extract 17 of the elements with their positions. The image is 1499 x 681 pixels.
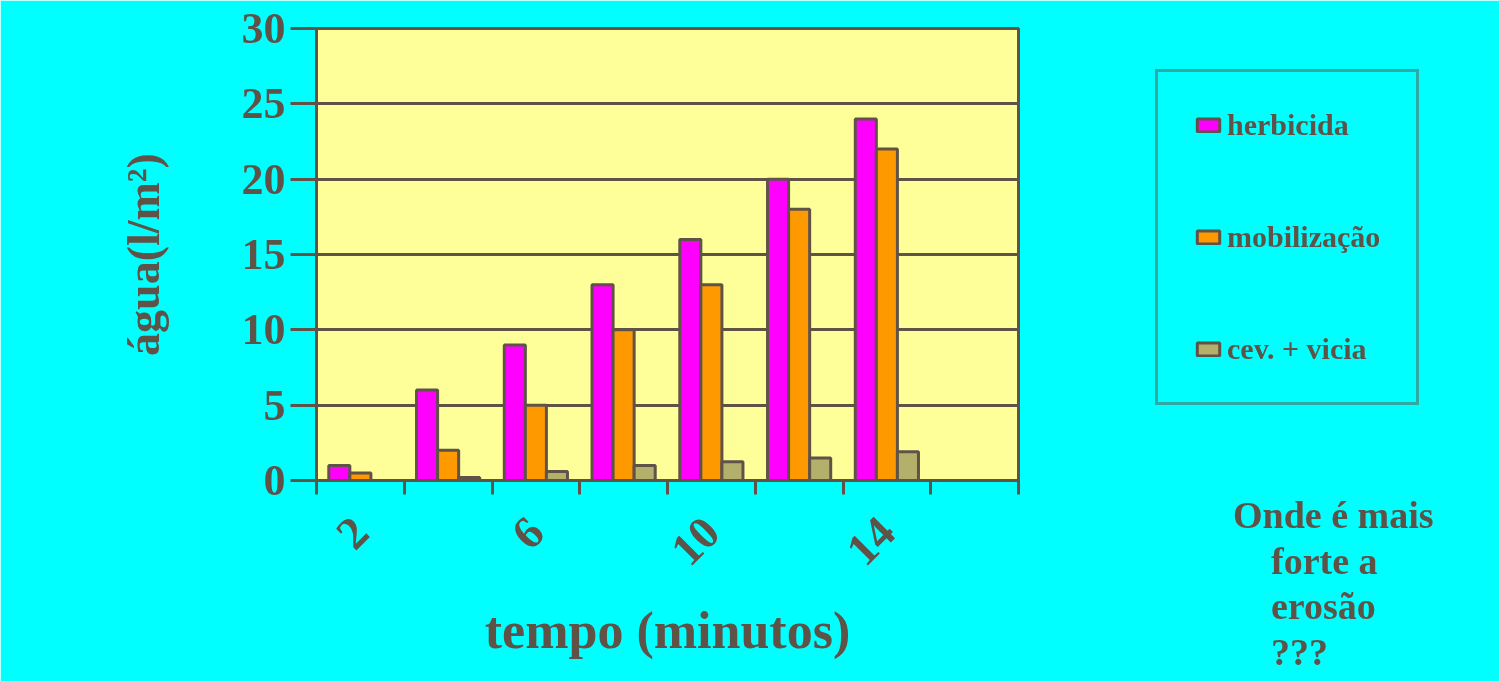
x-tick-label: 14 [836, 506, 905, 576]
text: Onde é mais forte a erosão ??? [1233, 493, 1434, 675]
x-tick-label: 10 [660, 506, 730, 576]
y-tick-label: 30 [241, 4, 286, 53]
legend-label: herbicida [1227, 108, 1349, 142]
legend-label: mobilização [1227, 220, 1381, 254]
x-axis-title: tempo (minutos) [484, 601, 851, 660]
y-tick-label: 0 [263, 456, 286, 505]
y-tick-label: 15 [241, 230, 286, 279]
legend-label: cev. + vicia [1227, 332, 1367, 366]
y-tick-label: 10 [241, 305, 286, 355]
y-tick-label: 25 [241, 79, 286, 129]
y-tick-label: 20 [241, 154, 286, 204]
y-tick-label: 5 [263, 380, 286, 430]
x-tick-label: 2 [326, 506, 379, 559]
y-axis-title: água(l/m²) [117, 153, 169, 356]
x-tick-label: 6 [501, 506, 554, 559]
